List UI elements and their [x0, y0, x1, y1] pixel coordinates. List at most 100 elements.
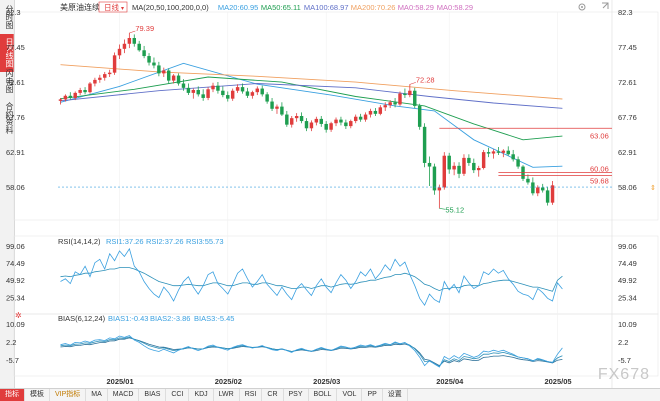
indicator-tab[interactable]: PP: [362, 389, 383, 401]
rsi-y-tick-left: 25.34: [6, 293, 25, 302]
candle-body: [432, 166, 437, 191]
indicator-tab[interactable]: BIAS: [139, 389, 167, 401]
bias-settings-icon[interactable]: ✲: [15, 311, 22, 320]
candle: [398, 91, 402, 106]
y-tick-label-right: 67.76: [618, 113, 637, 122]
indicator-tab[interactable]: MACD: [108, 389, 140, 401]
indicator-tab[interactable]: RSI: [240, 389, 263, 401]
candle: [235, 84, 240, 93]
candle: [226, 91, 230, 102]
candle: [481, 149, 486, 170]
candle: [206, 87, 210, 101]
candle-body: [240, 87, 245, 92]
candle: [216, 82, 220, 94]
price-level-label: 59.68: [590, 176, 609, 185]
indicator-tab[interactable]: LWR: [214, 389, 240, 401]
x-tick-label: 2025/03: [313, 377, 340, 386]
candle: [334, 117, 338, 127]
rsi-y-tick-left: 74.49: [6, 259, 25, 268]
sidebar-item-daily-k[interactable]: 日K线图: [0, 34, 14, 72]
candle-body: [309, 122, 314, 129]
candle-body: [157, 65, 161, 74]
candle: [526, 174, 530, 185]
candle-body: [422, 126, 427, 163]
candle: [162, 67, 166, 77]
legend-item: MA0:58.29: [437, 3, 473, 12]
candle: [103, 71, 107, 81]
price-chart[interactable]: ⇕ 63.06 60.06 59.68 79.39 72.28 55.12 82.3 82.…: [0, 0, 660, 388]
rsi-y-tick-right: 49.92: [618, 276, 637, 285]
gear-icon[interactable]: [578, 3, 586, 11]
candle-body: [536, 187, 540, 194]
candle-body: [472, 162, 476, 171]
bias2-value: BIAS2:-3.86: [150, 314, 190, 323]
candle: [344, 119, 348, 129]
candle: [413, 87, 417, 109]
candle: [462, 154, 466, 176]
indicator-tab[interactable]: CCI: [166, 389, 190, 401]
candle-body: [324, 123, 328, 130]
candle-body: [206, 89, 210, 98]
candle: [506, 146, 510, 156]
ma20-line: [60, 62, 563, 168]
indicator-tab[interactable]: KDJ: [189, 389, 214, 401]
candle: [58, 97, 63, 105]
candle-body: [452, 165, 456, 170]
candle-body: [373, 110, 378, 114]
candle: [211, 82, 215, 93]
indicator-tab[interactable]: PSY: [284, 389, 309, 401]
indicator-tab[interactable]: MA: [86, 389, 108, 401]
candle-body: [378, 107, 383, 114]
indicator-tab[interactable]: 模板: [25, 389, 50, 401]
indicator-tab[interactable]: 设置: [383, 389, 408, 401]
candle-body: [270, 101, 274, 109]
candle-body: [393, 102, 397, 105]
candle: [403, 88, 407, 98]
candle-body: [73, 92, 77, 98]
candle-body: [63, 95, 68, 100]
sidebar-item-intraday[interactable]: 分时图: [5, 5, 14, 29]
indicator-tab[interactable]: CR: [262, 389, 284, 401]
candle-body: [417, 105, 422, 127]
y-tick-label-left: 82.3: [6, 8, 21, 17]
candle-body: [314, 118, 319, 123]
candle: [73, 91, 77, 101]
y-tick-label-left: 58.06: [6, 183, 25, 192]
candle-body: [358, 116, 363, 120]
y-tick-label-right: 58.06: [618, 183, 637, 192]
indicator-tab[interactable]: VOL: [337, 389, 363, 401]
candle-body: [142, 50, 146, 57]
candle: [230, 88, 235, 101]
expand-icon[interactable]: [602, 2, 609, 9]
y-tick-label-right: 62.91: [618, 148, 637, 157]
candle-body: [526, 178, 530, 183]
candle-body: [319, 118, 323, 124]
indicator-tab[interactable]: BOLL: [309, 389, 338, 401]
sidebar-item-flash[interactable]: 闪电图: [5, 69, 14, 93]
candle-body: [294, 116, 299, 119]
candle-body: [353, 116, 358, 122]
candle: [294, 113, 299, 122]
indicator-tab[interactable]: 指标: [0, 389, 25, 401]
candle-body: [245, 91, 250, 96]
sidebar-item-contract-info[interactable]: 合约资料: [5, 102, 14, 134]
candle-body: [260, 88, 264, 95]
candle: [127, 32, 132, 49]
candle-body: [137, 43, 141, 51]
candle-body: [383, 105, 387, 108]
y-tick-label-right: 82.3: [618, 8, 633, 17]
y-tick-label-left: 62.91: [6, 148, 25, 157]
watermark: FX678: [597, 366, 650, 383]
candle-body: [398, 93, 402, 105]
candle: [304, 118, 309, 132]
candle-body: [501, 150, 506, 153]
period-selector[interactable]: [98, 1, 128, 13]
candle: [373, 108, 378, 116]
candle: [511, 149, 515, 162]
indicator-tab[interactable]: VIP指标: [50, 389, 87, 401]
candle: [477, 165, 481, 177]
y-tick-label-left: 77.45: [6, 43, 25, 52]
candle: [378, 105, 383, 116]
candle: [171, 74, 176, 84]
candle-body: [186, 87, 191, 93]
